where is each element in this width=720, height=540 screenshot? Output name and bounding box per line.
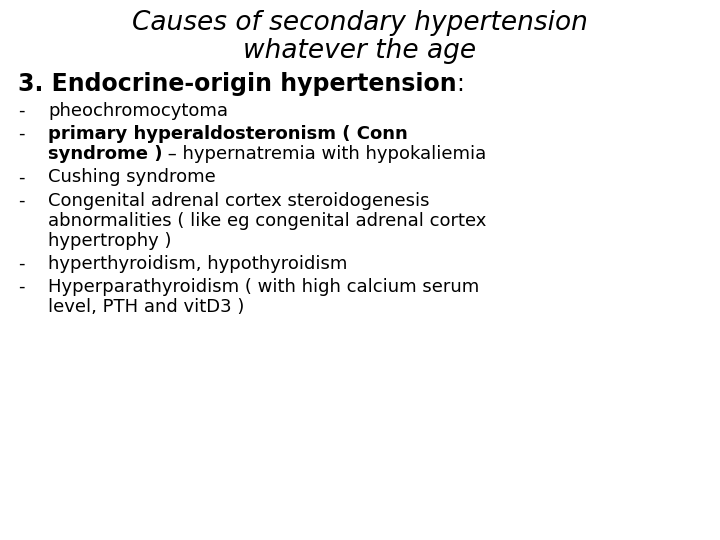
Text: -: - [18, 255, 24, 273]
Text: Congenital adrenal cortex steroidogenesis: Congenital adrenal cortex steroidogenesi… [48, 192, 430, 210]
Text: Cushing syndrome: Cushing syndrome [48, 168, 216, 186]
Text: Hyperparathyroidism ( with high calcium serum: Hyperparathyroidism ( with high calcium … [48, 278, 480, 296]
Text: -: - [18, 168, 24, 186]
Text: level, PTH and vitD3 ): level, PTH and vitD3 ) [48, 298, 244, 316]
Text: hypertrophy ): hypertrophy ) [48, 232, 171, 250]
Text: – hypernatremia with hypokaliemia: – hypernatremia with hypokaliemia [163, 145, 487, 163]
Text: hyperthyroidism, hypothyroidism: hyperthyroidism, hypothyroidism [48, 255, 347, 273]
Text: primary hyperaldosteronism ( Conn: primary hyperaldosteronism ( Conn [48, 125, 408, 143]
Text: -: - [18, 278, 24, 296]
Text: :: : [456, 72, 464, 96]
Text: 3. Endocrine-origin hypertension: 3. Endocrine-origin hypertension [18, 72, 456, 96]
Text: whatever the age: whatever the age [243, 38, 477, 64]
Text: abnormalities ( like eg congenital adrenal cortex: abnormalities ( like eg congenital adren… [48, 212, 487, 230]
Text: -: - [18, 192, 24, 210]
Text: -: - [18, 125, 24, 143]
Text: syndrome ): syndrome ) [48, 145, 163, 163]
Text: -: - [18, 102, 24, 120]
Text: pheochromocytoma: pheochromocytoma [48, 102, 228, 120]
Text: Causes of secondary hypertension: Causes of secondary hypertension [132, 10, 588, 36]
